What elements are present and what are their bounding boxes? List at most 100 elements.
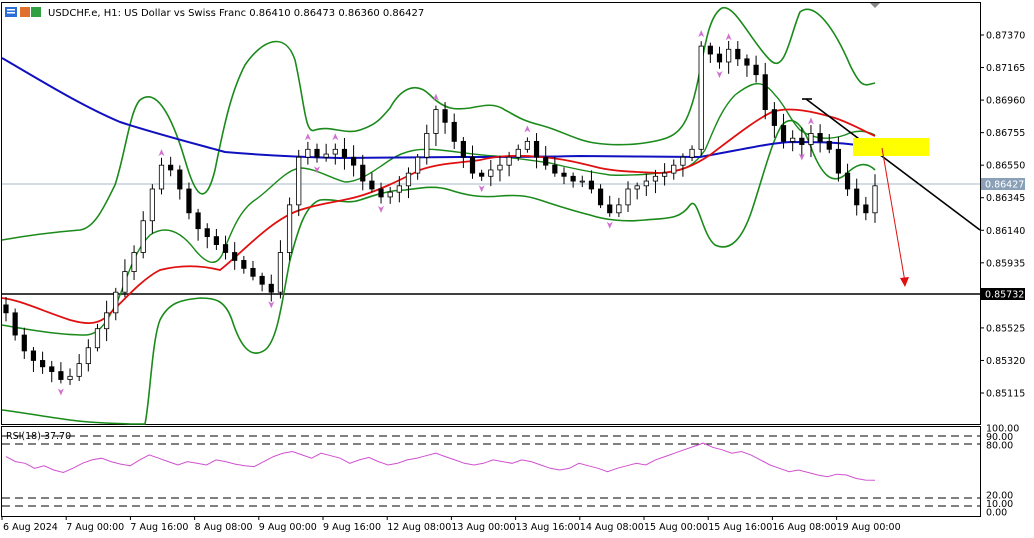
- candle-body: [314, 148, 320, 158]
- candle-body: [844, 172, 851, 190]
- candle-body: [506, 156, 512, 166]
- price-tick-label: 0.85525: [986, 323, 1025, 334]
- candle: [195, 208, 201, 241]
- candle-body: [652, 175, 659, 182]
- candle: [39, 351, 46, 374]
- candle-body: [707, 45, 713, 55]
- fractal-down-icon: [606, 221, 613, 229]
- fractal-up-icon: [432, 93, 439, 101]
- candle-body: [268, 283, 274, 293]
- candle-body: [863, 204, 869, 214]
- fractal-down-icon: [798, 153, 805, 161]
- trendline[interactable]: [805, 98, 981, 231]
- candle-body: [415, 156, 421, 174]
- header-icons[interactable]: [5, 7, 41, 17]
- projection-arrow-line[interactable]: [881, 147, 906, 283]
- candle: [515, 144, 521, 161]
- symbol-flag-icon-2: [31, 7, 41, 17]
- fractal-up-icon: [332, 133, 339, 141]
- symbol-flag-icon: [20, 7, 30, 17]
- price-tick-label: 0.86550: [986, 161, 1025, 172]
- candle-body: [222, 244, 229, 253]
- candle: [506, 151, 512, 177]
- candle: [21, 327, 27, 359]
- rsi-tick-label: 10.00: [986, 499, 1013, 510]
- candle-body: [561, 172, 567, 177]
- candle-body: [250, 267, 256, 277]
- time-tick-label: 15 Aug 16:00: [708, 522, 772, 533]
- candle: [844, 163, 851, 196]
- candle-body: [204, 228, 210, 238]
- time-tick-label: 16 Aug 08:00: [772, 522, 836, 533]
- candle-body: [616, 204, 622, 214]
- candle: [350, 145, 357, 177]
- candle-body: [58, 371, 64, 380]
- candle-body: [497, 164, 503, 171]
- candle-body: [296, 156, 302, 206]
- candle: [671, 159, 677, 180]
- candle: [680, 153, 686, 177]
- time-tick-label: 6 Aug 2024: [3, 522, 58, 533]
- time-tick-label: 15 Aug 00:00: [644, 522, 708, 533]
- candle: [460, 137, 466, 168]
- candle-body: [854, 188, 860, 206]
- time-tick-label: 12 Aug 08:00: [387, 522, 451, 533]
- candle-body: [232, 252, 238, 261]
- price-tick-label: 0.86345: [986, 193, 1025, 204]
- candle: [689, 145, 695, 162]
- bollinger-middle: [1, 83, 876, 336]
- candle-body: [671, 164, 677, 174]
- candle: [296, 149, 302, 217]
- time-tick-label: 7 Aug 00:00: [66, 522, 124, 533]
- candle: [533, 133, 540, 169]
- candle: [479, 169, 485, 181]
- candle-body: [360, 164, 366, 182]
- candle-body: [67, 375, 73, 380]
- time-tick-label: 8 Aug 08:00: [195, 522, 253, 533]
- candle: [12, 308, 18, 341]
- candle: [204, 223, 210, 249]
- candle: [30, 347, 37, 373]
- fractal-down-icon: [314, 166, 321, 174]
- resistance-zone[interactable]: [853, 138, 929, 156]
- candle: [808, 125, 814, 158]
- time-axis[interactable]: 6 Aug 2024 7 Aug 00:00 7 Aug 16:00 8 Aug 08…: [1, 516, 901, 533]
- candle-body: [85, 347, 91, 365]
- rsi-label: RSI(18) 37.70: [6, 431, 71, 442]
- fractal-up-icon: [725, 33, 732, 41]
- fractal-up-icon: [158, 149, 165, 157]
- candle: [442, 102, 448, 134]
- candle-body: [424, 133, 430, 158]
- candle: [552, 157, 558, 177]
- candle-body: [39, 360, 46, 368]
- time-tick-label: 9 Aug 00:00: [259, 522, 317, 533]
- candle-body: [387, 191, 393, 198]
- candle: [177, 165, 183, 200]
- support-price-tag: [981, 288, 1025, 300]
- candle: [570, 172, 576, 188]
- candle: [771, 102, 777, 138]
- fractal-down-icon: [716, 70, 723, 78]
- candle: [863, 196, 869, 221]
- candle: [543, 146, 549, 170]
- candle: [387, 186, 393, 204]
- candle-body: [76, 363, 82, 377]
- candle-body: [442, 109, 448, 123]
- candle: [762, 62, 768, 120]
- fractal-up-icon: [807, 117, 814, 125]
- candle: [780, 113, 787, 149]
- candle-body: [305, 148, 311, 158]
- candle-body: [3, 304, 9, 314]
- candle-body: [277, 252, 284, 293]
- rsi-tick-label: 90.00: [986, 432, 1013, 443]
- candle-body: [533, 140, 540, 158]
- shift-marker-icon[interactable]: [870, 3, 880, 8]
- candle: [67, 368, 73, 385]
- time-tick-label: 14 Aug 08:00: [580, 522, 644, 533]
- fractal-up-icon: [304, 133, 311, 141]
- candle-body: [12, 312, 18, 336]
- candle-body: [259, 275, 265, 285]
- candle: [588, 170, 595, 194]
